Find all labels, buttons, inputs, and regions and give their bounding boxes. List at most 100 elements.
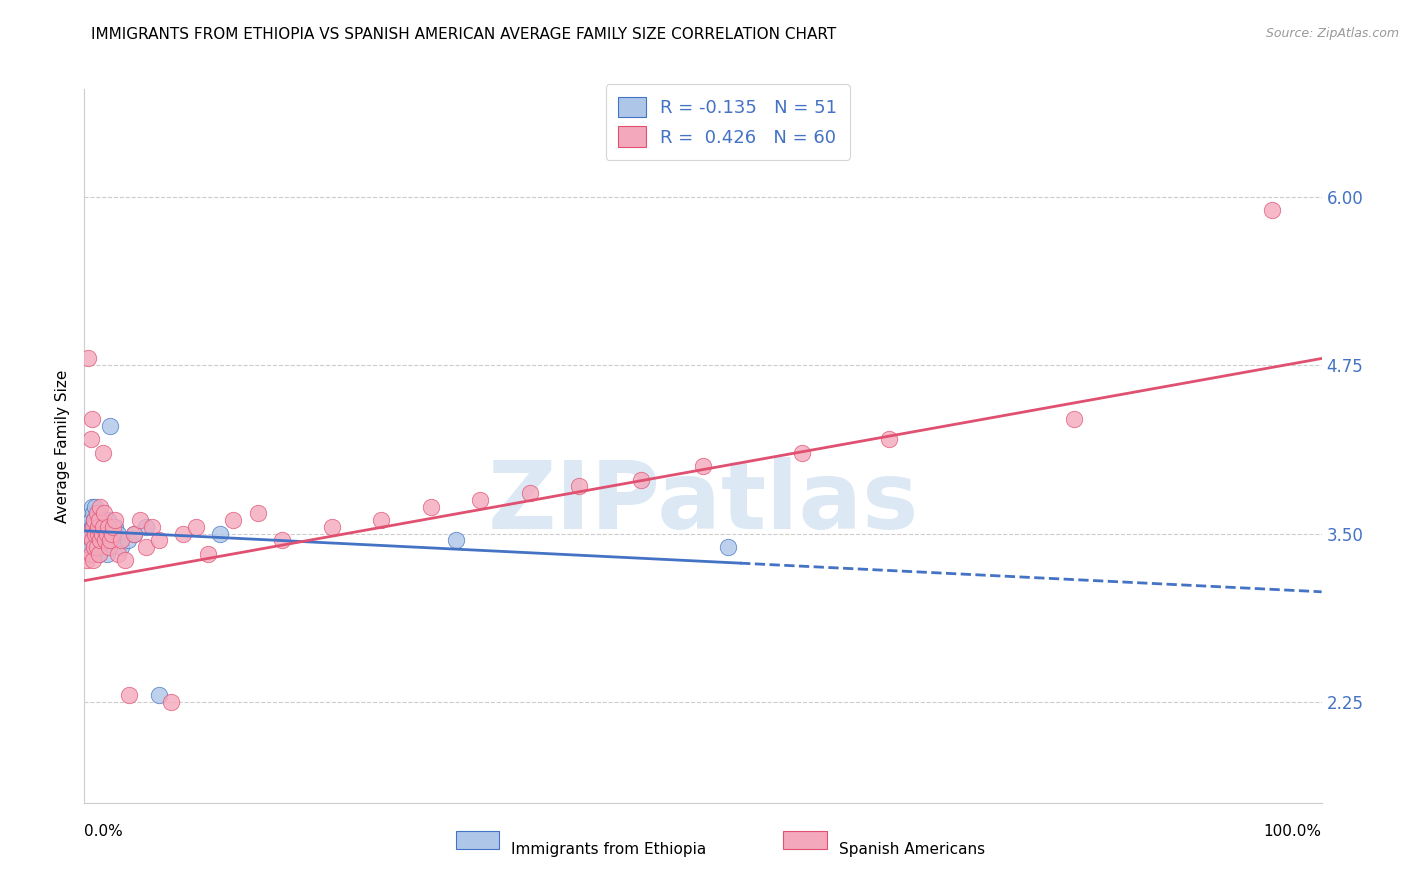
Point (87, 520, 110, 534)
Text: Source: ZipAtlas.com: Source: ZipAtlas.com (1265, 27, 1399, 40)
Point (93, 526, 115, 541)
Point (96, 526, 118, 541)
Point (94, 533, 117, 548)
Point (82, 553, 104, 567)
Point (89, 500, 111, 514)
Point (80, 520, 103, 534)
Point (94, 520, 117, 534)
Point (98, 540, 121, 554)
Point (790, 446, 813, 460)
Point (370, 513, 392, 527)
Point (630, 473, 652, 487)
Point (172, 526, 194, 541)
Text: IMMIGRANTS FROM ETHIOPIA VS SPANISH AMERICAN AVERAGE FAMILY SIZE CORRELATION CHA: IMMIGRANTS FROM ETHIOPIA VS SPANISH AMER… (91, 27, 837, 42)
Point (692, 459, 714, 474)
Point (82, 506, 104, 520)
Point (89, 533, 111, 548)
Point (107, 526, 129, 541)
Point (101, 520, 124, 534)
Point (91, 533, 114, 548)
Point (91, 513, 114, 527)
Point (184, 520, 207, 534)
Point (84, 540, 107, 554)
Point (90, 520, 112, 534)
Point (89, 533, 111, 548)
Point (90, 526, 112, 541)
Point (77, 526, 100, 541)
Point (470, 492, 492, 507)
Point (89, 513, 111, 527)
Text: 0.0%: 0.0% (84, 824, 124, 839)
Point (86, 513, 108, 527)
Point (84, 526, 107, 541)
Point (100, 526, 122, 541)
Point (444, 533, 467, 548)
Point (93, 506, 115, 520)
Point (1261, 203, 1284, 218)
FancyBboxPatch shape (456, 831, 499, 849)
Point (89, 526, 111, 541)
Point (197, 547, 219, 561)
Point (90, 526, 112, 541)
Text: Immigrants from Ethiopia: Immigrants from Ethiopia (512, 842, 706, 857)
Point (79, 520, 101, 534)
Point (91, 446, 114, 460)
Point (141, 520, 163, 534)
Text: ZIPatlas: ZIPatlas (488, 457, 918, 549)
Point (118, 688, 141, 702)
Point (83, 513, 105, 527)
Point (568, 479, 591, 493)
Point (87, 506, 110, 520)
Point (79, 540, 101, 554)
Point (135, 540, 157, 554)
Point (148, 533, 170, 548)
Point (519, 486, 541, 500)
Point (89, 520, 111, 534)
Point (89, 547, 111, 561)
Point (110, 533, 132, 548)
Point (80, 533, 103, 548)
Point (86, 533, 108, 548)
Text: Spanish Americans: Spanish Americans (839, 842, 986, 857)
Point (97, 520, 120, 534)
Point (110, 540, 132, 554)
Point (104, 513, 127, 527)
Point (877, 432, 900, 446)
Point (80, 412, 103, 426)
Point (419, 500, 441, 514)
Point (79, 526, 101, 541)
Point (222, 513, 245, 527)
Point (100, 526, 122, 541)
Point (86, 540, 108, 554)
Point (83, 513, 105, 527)
Point (87, 526, 110, 541)
Point (107, 547, 129, 561)
Point (83, 540, 105, 554)
Point (84, 500, 107, 514)
Point (87, 540, 110, 554)
Point (82, 526, 104, 541)
Point (77, 351, 100, 366)
Point (80, 500, 103, 514)
Point (83, 520, 105, 534)
Point (87, 520, 110, 534)
Point (98, 533, 121, 548)
Point (79, 513, 101, 527)
Point (122, 526, 145, 541)
Point (79, 432, 101, 446)
Point (135, 520, 157, 534)
Point (98, 418, 121, 433)
Point (101, 533, 124, 548)
Point (209, 526, 232, 541)
Point (160, 695, 183, 709)
Point (321, 520, 343, 534)
Y-axis label: Average Family Size: Average Family Size (55, 369, 70, 523)
Point (76, 553, 98, 567)
Point (86, 506, 108, 520)
Point (104, 520, 127, 534)
FancyBboxPatch shape (783, 831, 827, 849)
Point (79, 547, 101, 561)
Point (271, 533, 294, 548)
Point (82, 533, 104, 548)
Point (246, 506, 269, 520)
